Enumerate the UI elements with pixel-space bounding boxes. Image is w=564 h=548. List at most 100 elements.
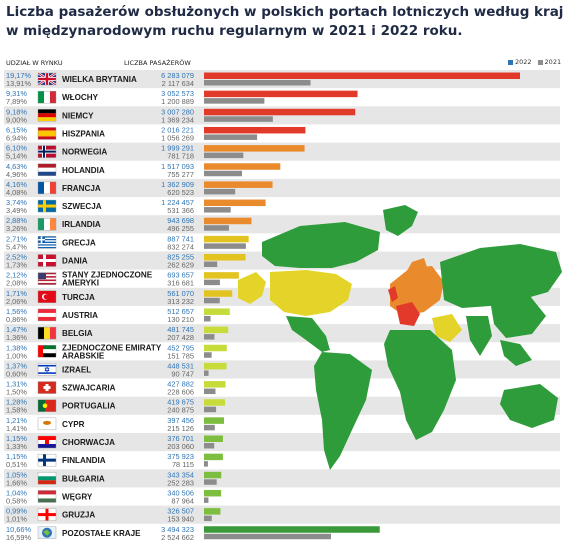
flag-stripe (38, 312, 56, 317)
bar-2022 (204, 381, 226, 388)
passengers-2022: 340 506 (167, 488, 194, 497)
passengers-2021: 832 274 (167, 242, 194, 251)
market-share-2021: 5,47% (6, 242, 27, 251)
flag-stripe (38, 276, 56, 278)
passengers-2022: 825 255 (167, 253, 194, 262)
flag-border (37, 254, 57, 267)
bar-2022 (204, 326, 229, 334)
country-name: IZRAEL (62, 365, 91, 374)
flag-stripe (38, 281, 56, 283)
bar-2022 (204, 453, 223, 461)
flag-hu-icon (37, 490, 57, 503)
market-share-2022: 9,31% (6, 89, 27, 98)
bar-2022 (204, 489, 222, 497)
row-stripe (4, 178, 560, 198)
flag-stripe (43, 353, 56, 358)
passengers-2021: 215 126 (167, 424, 194, 433)
flag-stripe (44, 366, 50, 373)
flag-stripe (38, 243, 56, 245)
market-share-2022: 1,56% (6, 307, 27, 316)
flag-stripe (38, 272, 46, 280)
flag-stripe (45, 439, 49, 444)
market-share-2021: 1,73% (6, 261, 27, 270)
passengers-2022: 326 507 (167, 507, 194, 516)
header-market-share: UDZIAŁ W RYNKU (6, 59, 63, 67)
flag-stripe (38, 436, 56, 440)
bar-2021 (204, 315, 211, 322)
flag-border (37, 399, 57, 412)
market-share-2022: 1,05% (6, 470, 27, 479)
bar-2021 (204, 479, 217, 485)
passengers-2022: 452 795 (167, 343, 194, 352)
flag-stripe (38, 308, 56, 313)
flag-stripe (38, 372, 56, 374)
market-share-2021: 1,58% (6, 406, 27, 415)
market-share-2021: 0,58% (6, 496, 27, 505)
country-name: FRANCJA (62, 184, 101, 193)
bar-2022 (204, 163, 281, 170)
row-stripe (4, 433, 560, 452)
passengers-2022: 343 354 (167, 470, 194, 479)
country-name: IRLANDIA (62, 220, 101, 229)
country-name: HISZPANIA (62, 129, 105, 138)
bar-2022 (204, 344, 227, 352)
flag-stripe (45, 399, 56, 412)
passengers-2022: 427 882 (167, 380, 194, 389)
flag-border (37, 435, 57, 449)
passengers-2022: 375 923 (167, 452, 194, 461)
country-name: AMERYKI (62, 279, 99, 288)
flag-border (37, 381, 57, 394)
flag-stripe (38, 444, 56, 448)
market-share-2021: 0,51% (6, 460, 27, 469)
flag-fr-icon (37, 181, 57, 195)
passengers-2021: 228 606 (167, 388, 194, 397)
flag-hr-icon (37, 435, 57, 449)
flag-uk-icon (37, 72, 57, 86)
map-southeast-asia (500, 340, 532, 366)
bar-2021 (204, 388, 216, 395)
market-share-2021: 16,59% (6, 533, 31, 542)
country-name: POZOSTAŁE KRAJE (62, 529, 141, 538)
map-south-america (314, 352, 372, 470)
bar-2022 (204, 290, 233, 297)
passengers-2021: 240 875 (167, 406, 194, 415)
map-australia (500, 384, 558, 428)
flag-stripe (38, 259, 56, 262)
flag-border (37, 236, 57, 249)
market-share-2022: 1,71% (6, 289, 27, 298)
flag-stripe (43, 420, 51, 425)
passengers-2022: 3 052 573 (161, 89, 194, 98)
passengers-2022: 1 224 457 (161, 198, 194, 207)
flag-stripe (38, 494, 56, 499)
market-share-2022: 2,52% (6, 253, 27, 262)
market-share-2021: 6,94% (6, 133, 27, 142)
flag-border (37, 145, 57, 158)
country-name: BELGIA (62, 329, 93, 338)
country-name: SZWECJA (62, 202, 102, 211)
market-share-2021: 13,91% (6, 79, 31, 88)
flag-stripe (43, 529, 50, 536)
market-share-2022: 1,04% (6, 488, 27, 497)
flag-border (37, 472, 57, 485)
map-india (466, 316, 492, 356)
market-share-2022: 1,47% (6, 325, 27, 334)
market-share-2022: 19,17% (6, 71, 31, 80)
market-share-2022: 6,15% (6, 125, 27, 134)
row-stripe (4, 469, 560, 488)
bar-2021 (204, 497, 209, 503)
bar-2021 (204, 134, 258, 140)
map-europe (390, 266, 444, 316)
flag-stripe (44, 91, 50, 104)
flag-es-icon (37, 127, 57, 140)
flag-stripe (38, 327, 44, 340)
